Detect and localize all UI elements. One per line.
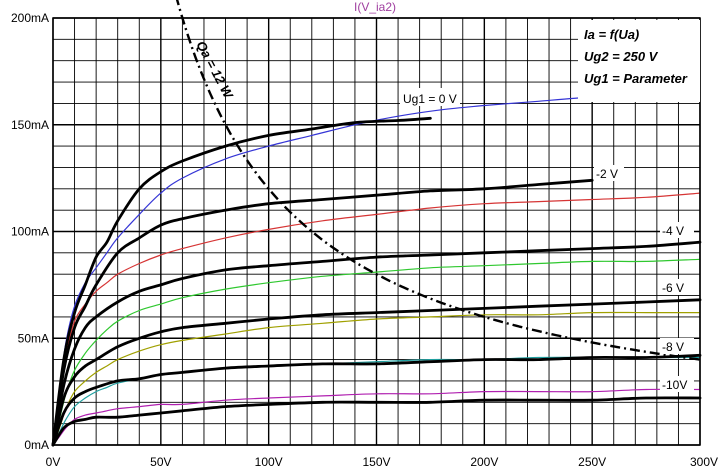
y-tick-label: 200mA [11,11,49,25]
x-tick-label: 0V [46,455,61,469]
legend-box: Ia = f(Ua) Ug2 = 250 V Ug1 = Parameter [578,20,700,102]
series-line-10-v-sim [52,388,701,446]
curve-label-bg-1 [594,165,624,181]
curve-label-2: -4 V [662,224,684,238]
series-line-0-v-sim [52,92,701,446]
curve-label-bg-3 [660,279,694,295]
curve-label-bg-2 [660,222,694,238]
curve-label-4: -8 V [662,340,684,354]
curve-label-bg-0 [400,88,460,106]
series-line-6-v [51,298,702,447]
curve-label-5: -10V [662,378,687,392]
series-line-2-v [51,178,594,447]
curve-label-3: -6 V [662,281,684,295]
series-line-4-v-sim [52,258,701,446]
tick-labels: 0V 50V 100V 150V 200V 250V 300V 0mA 50mA 100mA 150… [11,11,718,469]
series-line-2-v-sim [52,192,701,446]
power-dissipation-curve [175,0,701,361]
x-tick-label: 300V [690,455,718,469]
y-tick-label: 100mA [11,225,49,239]
grid [52,17,701,446]
y-tick-label: 0mA [24,438,49,452]
series-line-8-v [51,353,702,447]
curve-label-0: Ug1 = 0 V [403,92,457,106]
x-tick-label: 100V [255,455,283,469]
plot-frame [52,17,701,446]
series-line-ug1-0-v [51,116,432,447]
curve-label-bg-5 [660,376,694,392]
chart-title: I(V_ia2) [354,0,396,14]
curve-labels: Ug1 = 0 V -2 V -4 V -6 V -8 V -10V [400,88,694,392]
series-line-10v [51,396,702,447]
curve-label-bg-4 [660,338,694,354]
x-tick-label: 200V [470,455,498,469]
series-group [51,92,702,447]
y-tick-label: 50mA [18,331,49,345]
x-tick-label: 50V [150,455,171,469]
series-line-6-v-sim [52,311,701,446]
legend-background [578,20,700,102]
curve-label-1: -2 V [596,167,618,181]
x-tick-label: 150V [362,455,390,469]
series-line-4-v [51,240,702,447]
x-tick-label: 250V [578,455,606,469]
y-tick-label: 150mA [11,118,49,132]
legend-line-0: Ia = f(Ua) [584,27,639,42]
legend-line-1: Ug2 = 250 V [584,49,659,64]
legend-line-2: Ug1 = Parameter [584,71,688,86]
